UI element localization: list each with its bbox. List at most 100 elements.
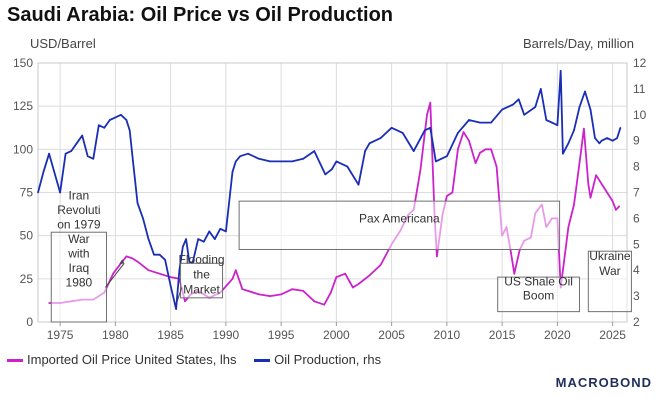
data-point-1 bbox=[611, 139, 614, 142]
data-point-0 bbox=[600, 183, 603, 185]
data-point-0 bbox=[247, 290, 249, 292]
data-point-0 bbox=[462, 131, 465, 133]
data-point-0 bbox=[419, 169, 422, 171]
data-point-1 bbox=[59, 191, 61, 194]
annotation-text-iran: Iran bbox=[69, 188, 90, 202]
axis-layer: 0 25 50 75 100 125 150 2 3 4 5 6 7 8 9 10 11 12 1975 1980 19… bbox=[13, 56, 647, 342]
data-point-1 bbox=[164, 259, 166, 261]
data-point-0 bbox=[280, 293, 282, 296]
data-point-1 bbox=[103, 126, 106, 129]
right-tick-label: 11 bbox=[633, 82, 646, 96]
data-point-0 bbox=[330, 291, 332, 294]
data-point-0 bbox=[147, 269, 150, 272]
left-tick-label: 75 bbox=[20, 186, 34, 200]
data-point-0 bbox=[241, 288, 244, 290]
data-point-1 bbox=[412, 150, 415, 152]
data-point-1 bbox=[440, 158, 443, 160]
x-tick-label: 2015 bbox=[489, 328, 516, 342]
annotation-box-flooding bbox=[180, 262, 224, 299]
right-tick-label: 10 bbox=[633, 108, 647, 122]
data-point-1 bbox=[181, 246, 184, 248]
data-point-1 bbox=[457, 132, 459, 134]
legend-swatch-production bbox=[254, 359, 271, 363]
data-point-1 bbox=[423, 129, 426, 132]
legend: Imported Oil Price United States, lhs Oi… bbox=[7, 352, 395, 367]
data-point-1 bbox=[202, 240, 205, 243]
data-point-1 bbox=[147, 238, 150, 240]
legend-swatch-price bbox=[7, 359, 23, 363]
chart-title: Saudi Arabia: Oil Price vs Oil Productio… bbox=[7, 4, 394, 26]
data-point-1 bbox=[280, 160, 282, 163]
data-point-1 bbox=[567, 142, 570, 145]
data-point-0 bbox=[323, 303, 326, 306]
data-point-1 bbox=[540, 88, 542, 90]
data-point-1 bbox=[120, 114, 122, 116]
data-point-1 bbox=[269, 160, 271, 163]
data-point-1 bbox=[302, 158, 305, 160]
x-tick-label: 1990 bbox=[213, 328, 240, 342]
data-point-1 bbox=[545, 119, 548, 121]
data-point-1 bbox=[64, 152, 67, 155]
data-point-0 bbox=[513, 272, 516, 275]
right-tick-label: 9 bbox=[633, 134, 640, 148]
data-point-1 bbox=[594, 137, 596, 139]
data-point-1 bbox=[364, 150, 366, 152]
annotation-box-ukraine bbox=[587, 250, 632, 313]
data-point-1 bbox=[185, 238, 187, 240]
data-point-1 bbox=[70, 150, 72, 152]
data-point-1 bbox=[600, 139, 603, 142]
data-point-1 bbox=[324, 173, 327, 176]
data-point-0 bbox=[48, 302, 50, 304]
x-tick-label: 1995 bbox=[268, 328, 295, 342]
right-tick-label: 5 bbox=[633, 237, 640, 251]
data-point-1 bbox=[468, 119, 470, 121]
data-point-0 bbox=[112, 272, 114, 275]
left-axis-unit: USD/Barrel bbox=[30, 36, 96, 51]
data-point-0 bbox=[429, 101, 432, 104]
data-point-0 bbox=[474, 162, 477, 164]
left-tick-label: 50 bbox=[20, 229, 34, 243]
legend-label-price: Imported Oil Price United States, lhs bbox=[27, 352, 237, 367]
data-point-1 bbox=[109, 119, 111, 121]
data-point-1 bbox=[114, 116, 117, 119]
data-point-0 bbox=[451, 191, 454, 194]
data-point-0 bbox=[583, 127, 585, 130]
data-point-0 bbox=[567, 226, 570, 228]
data-point-0 bbox=[446, 195, 448, 197]
data-point-1 bbox=[517, 98, 520, 101]
x-tick-label: 2010 bbox=[434, 328, 461, 342]
annotation-text-ukraine: War bbox=[599, 264, 621, 278]
data-point-1 bbox=[208, 230, 211, 233]
data-point-1 bbox=[559, 69, 562, 72]
logo-text: MACROBOND bbox=[555, 375, 652, 390]
data-point-0 bbox=[606, 191, 608, 194]
data-point-0 bbox=[495, 165, 498, 168]
annotation-text-flooding: Flooding bbox=[179, 252, 225, 266]
data-point-1 bbox=[523, 114, 526, 116]
data-point-0 bbox=[457, 148, 459, 151]
data-point-0 bbox=[578, 162, 581, 164]
data-point-1 bbox=[598, 142, 601, 145]
data-point-0 bbox=[231, 278, 234, 280]
x-tick-label: 1980 bbox=[102, 328, 129, 342]
x-tick-label: 2020 bbox=[544, 328, 571, 342]
data-point-0 bbox=[136, 260, 139, 263]
annotation-box-shale bbox=[497, 276, 580, 313]
data-point-1 bbox=[128, 129, 131, 132]
data-point-0 bbox=[291, 288, 293, 290]
x-tick-label: 2000 bbox=[323, 328, 350, 342]
data-point-0 bbox=[125, 255, 128, 258]
data-point-0 bbox=[426, 114, 428, 116]
data-point-0 bbox=[595, 174, 597, 177]
data-point-1 bbox=[616, 137, 618, 139]
legend-item-production: Oil Production, rhs bbox=[254, 352, 381, 367]
data-point-1 bbox=[125, 119, 128, 121]
data-point-0 bbox=[587, 183, 590, 185]
annotation-box-pax bbox=[238, 200, 561, 250]
data-point-1 bbox=[231, 170, 234, 173]
data-point-1 bbox=[136, 202, 139, 204]
data-point-1 bbox=[158, 253, 161, 256]
data-point-1 bbox=[390, 126, 393, 129]
data-point-1 bbox=[235, 160, 237, 163]
annotation-text-iran: with bbox=[67, 246, 89, 260]
